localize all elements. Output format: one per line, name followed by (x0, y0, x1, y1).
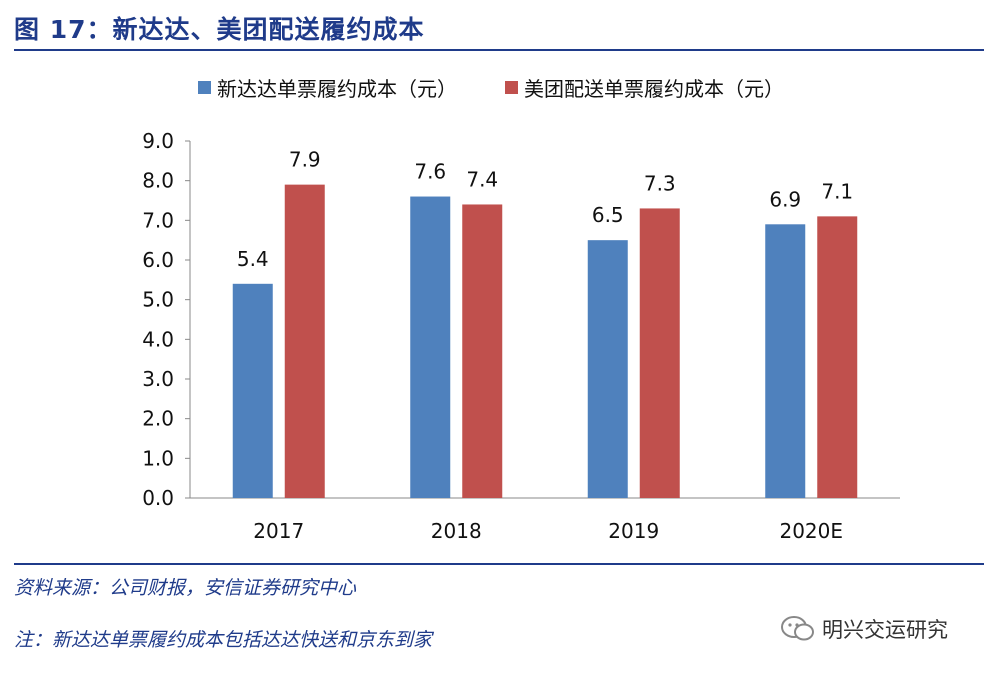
source-note: 资料来源：公司财报，安信证券研究中心 (14, 577, 357, 599)
bar-meituan (817, 216, 858, 498)
legend-swatch-dada (198, 80, 211, 94)
data-label: 7.3 (644, 171, 676, 195)
bar-dada (587, 240, 628, 498)
bar-meituan (284, 184, 325, 498)
y-tick-label: 0.0 (142, 486, 174, 510)
y-tick-label: 8.0 (142, 169, 174, 193)
legend-swatch-meituan (505, 80, 518, 94)
watermark: 明兴交运研究 (780, 614, 948, 644)
data-label: 7.9 (289, 148, 321, 172)
data-label: 7.4 (466, 167, 498, 191)
footnote: 注：新达达单票履约成本包括达达快送和京东到家 (14, 629, 433, 651)
data-label: 7.1 (821, 179, 853, 203)
x-tick-label: 2020E (779, 519, 843, 543)
data-label: 6.9 (769, 187, 801, 211)
legend-label-meituan: 美团配送单票履约成本（元） (524, 76, 784, 101)
y-tick-label: 6.0 (142, 248, 174, 272)
data-label: 6.5 (592, 203, 624, 227)
bar-meituan (639, 208, 680, 498)
bar-dada (765, 224, 806, 499)
footer-divider (14, 563, 984, 565)
chart-legend: 新达达单票履约成本（元） 美团配送单票履约成本（元） (198, 72, 832, 102)
y-tick-label: 1.0 (142, 446, 174, 470)
legend-label-dada: 新达达单票履约成本（元） (217, 76, 457, 101)
figure-title: 图 17：新达达、美团配送履约成本 (14, 15, 425, 44)
bar-chart: 0.0 1.0 2.0 3.0 4.0 5.0 6.0 7.0 8.0 9.0 5.4 7.9 2017… (142, 129, 900, 543)
bar-dada (232, 283, 273, 498)
y-tick-label: 2.0 (142, 407, 174, 431)
bar-meituan (462, 204, 503, 498)
y-tick-label: 3.0 (142, 367, 174, 391)
x-tick-label: 2019 (608, 519, 659, 543)
y-tick-label: 4.0 (142, 327, 174, 351)
x-tick-label: 2018 (431, 519, 482, 543)
legend-item-meituan: 美团配送单票履约成本（元） (505, 73, 784, 102)
legend-item-dada: 新达达单票履约成本（元） (198, 73, 457, 102)
bar-dada (410, 196, 451, 499)
data-label: 7.6 (414, 160, 446, 184)
y-tick-label: 5.0 (142, 288, 174, 312)
y-tick-label: 9.0 (142, 129, 174, 153)
watermark-label: 明兴交运研究 (822, 618, 948, 642)
data-label: 5.4 (237, 247, 269, 271)
title-divider (14, 49, 984, 51)
y-tick-label: 7.0 (142, 208, 174, 232)
x-tick-label: 2017 (253, 519, 304, 543)
wechat-icon (781, 616, 814, 641)
